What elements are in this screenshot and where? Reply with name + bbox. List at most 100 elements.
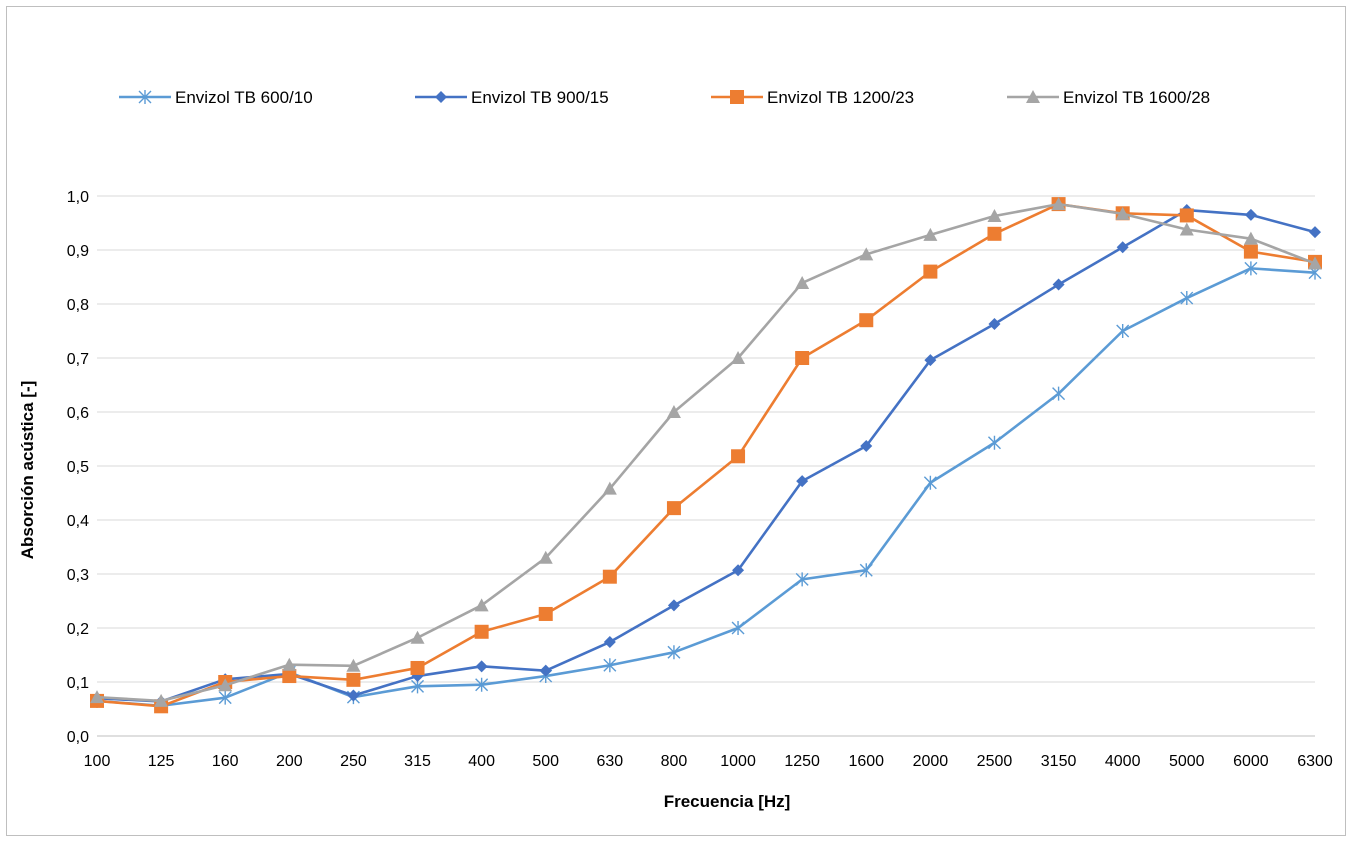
legend-label: Envizol TB 900/15 bbox=[471, 88, 609, 107]
data-point bbox=[218, 690, 232, 705]
x-tick-label: 2000 bbox=[913, 753, 949, 770]
data-point bbox=[667, 599, 680, 612]
data-point bbox=[154, 693, 169, 707]
data-point bbox=[282, 669, 297, 684]
series-3 bbox=[90, 197, 1322, 714]
y-tick-label: 0,8 bbox=[67, 297, 89, 314]
data-point bbox=[1179, 222, 1194, 236]
data-point bbox=[859, 313, 874, 328]
y-tick-label: 0,7 bbox=[67, 351, 89, 368]
data-point bbox=[1116, 241, 1129, 254]
x-tick-label: 4000 bbox=[1105, 753, 1141, 770]
y-tick-label: 0,3 bbox=[67, 567, 89, 584]
data-point bbox=[474, 598, 489, 612]
data-point bbox=[218, 678, 233, 692]
data-point bbox=[923, 475, 937, 490]
gridlines bbox=[97, 195, 1315, 737]
y-axis-title: Absorción acústica [-] bbox=[18, 381, 37, 560]
x-axis-ticks: 100 125 160 200 250 315 400 500 630 800 1000 1250 16… bbox=[84, 753, 1333, 770]
data-point bbox=[1115, 206, 1130, 220]
data-point bbox=[346, 672, 361, 687]
y-tick-label: 0,5 bbox=[67, 459, 89, 476]
x-tick-label: 6000 bbox=[1233, 753, 1269, 770]
x-tick-label: 800 bbox=[661, 753, 688, 770]
x-axis-title: Frecuencia [Hz] bbox=[664, 792, 791, 811]
x-tick-label: 160 bbox=[212, 753, 239, 770]
line-chart: 0,0 0,1 0,2 0,3 0,4 0,5 0,6 0,7 0,8 0,9 1,0 100 125… bbox=[18, 88, 1333, 811]
data-point bbox=[987, 208, 1002, 222]
data-point bbox=[1179, 208, 1194, 223]
x-tick-label: 400 bbox=[468, 753, 495, 770]
data-point bbox=[731, 621, 745, 635]
data-point bbox=[1308, 256, 1322, 270]
x-tick-label: 200 bbox=[276, 753, 303, 770]
chart-frame: 0,0 0,1 0,2 0,3 0,4 0,5 0,6 0,7 0,8 0,9 1,0 100 125… bbox=[6, 6, 1346, 836]
data-point bbox=[923, 227, 938, 241]
x-tick-label: 250 bbox=[340, 753, 367, 770]
x-tick-label: 5000 bbox=[1169, 753, 1205, 770]
legend-marker bbox=[730, 90, 744, 104]
data-point bbox=[987, 435, 1001, 450]
data-point bbox=[603, 636, 616, 649]
data-point bbox=[90, 690, 104, 704]
data-point bbox=[1244, 208, 1257, 221]
legend-label: Envizol TB 600/10 bbox=[175, 88, 313, 107]
y-tick-label: 0,1 bbox=[67, 675, 89, 692]
y-tick-label: 0,9 bbox=[67, 243, 89, 260]
data-point bbox=[731, 449, 746, 464]
x-tick-label: 125 bbox=[148, 753, 175, 770]
data-point bbox=[1051, 197, 1066, 211]
data-point bbox=[795, 572, 809, 587]
legend-marker bbox=[138, 90, 152, 104]
x-tick-label: 1600 bbox=[848, 753, 884, 770]
data-point bbox=[923, 264, 938, 279]
data-point bbox=[602, 481, 617, 495]
data-point bbox=[538, 550, 553, 564]
data-point bbox=[346, 658, 361, 672]
legend-marker bbox=[435, 91, 447, 103]
data-point bbox=[666, 501, 681, 516]
data-point bbox=[795, 351, 810, 365]
data-point bbox=[475, 660, 488, 673]
data-point bbox=[602, 569, 617, 584]
y-tick-label: 0,4 bbox=[67, 513, 89, 530]
data-point bbox=[603, 658, 617, 673]
data-point bbox=[860, 440, 873, 453]
data-point bbox=[731, 351, 746, 364]
series-line bbox=[96, 202, 1316, 703]
data-point bbox=[538, 606, 553, 621]
x-tick-label: 3150 bbox=[1041, 753, 1077, 770]
data-point bbox=[1052, 278, 1065, 291]
data-point bbox=[282, 657, 297, 671]
x-tick-label: 1250 bbox=[784, 753, 820, 770]
y-tick-label: 0,0 bbox=[67, 729, 89, 746]
y-tick-label: 0,2 bbox=[67, 621, 89, 638]
series-line bbox=[96, 202, 1316, 708]
y-tick-label: 1,0 bbox=[67, 189, 89, 206]
data-point bbox=[1244, 261, 1258, 276]
y-tick-label: 0,6 bbox=[67, 405, 89, 422]
x-tick-label: 100 bbox=[84, 753, 111, 770]
x-tick-label: 500 bbox=[532, 753, 559, 770]
series-layer bbox=[90, 197, 1322, 714]
legend-marker bbox=[1026, 90, 1040, 103]
data-point bbox=[796, 475, 809, 488]
legend: Envizol TB 600/10 Envizol TB 900/15 Envizo… bbox=[119, 88, 1210, 107]
data-point bbox=[795, 275, 810, 289]
data-point bbox=[732, 564, 745, 577]
x-tick-label: 1000 bbox=[720, 753, 756, 770]
legend-item: Envizol TB 1200/23 bbox=[711, 88, 914, 107]
data-point bbox=[474, 624, 489, 639]
x-tick-label: 315 bbox=[404, 753, 431, 770]
data-point bbox=[1180, 291, 1194, 306]
data-point bbox=[1052, 386, 1066, 401]
data-point bbox=[666, 405, 681, 418]
data-point bbox=[1309, 226, 1321, 239]
series-1 bbox=[90, 261, 1322, 713]
legend-item: Envizol TB 900/15 bbox=[415, 88, 609, 107]
data-point bbox=[924, 354, 937, 367]
series-2 bbox=[91, 204, 1321, 708]
x-tick-label: 2500 bbox=[977, 753, 1013, 770]
data-point bbox=[1243, 231, 1258, 245]
legend-item: Envizol TB 1600/28 bbox=[1007, 88, 1210, 107]
